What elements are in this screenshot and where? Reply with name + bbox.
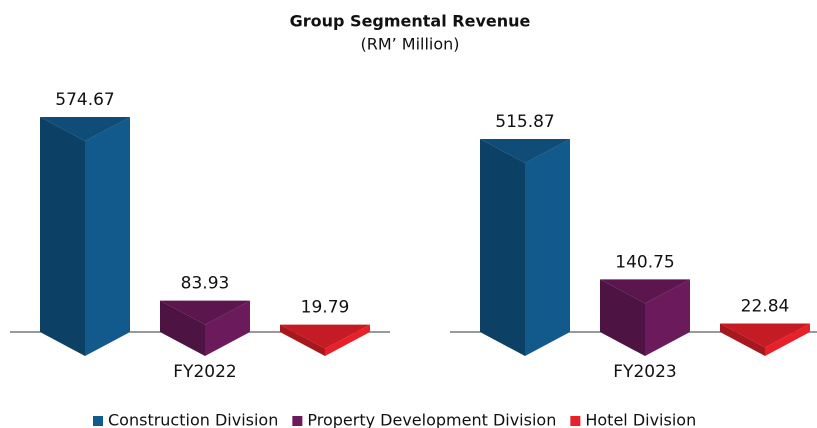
chart-title: Group Segmental Revenue xyxy=(290,12,531,31)
legend-swatch xyxy=(292,416,303,426)
category-label: FY2023 xyxy=(613,362,676,382)
bar-top-face xyxy=(280,324,370,349)
bar-right-face xyxy=(525,138,570,356)
value-label: 140.75 xyxy=(615,252,674,272)
bar-top-face xyxy=(600,279,690,304)
bar-left-face xyxy=(40,117,85,356)
bar-right-face xyxy=(205,300,250,356)
bar xyxy=(480,138,570,356)
bar xyxy=(280,324,370,356)
bar-left-face xyxy=(600,279,645,356)
legend-label: Construction Division xyxy=(108,411,278,428)
bar-left-face xyxy=(160,300,205,356)
bar xyxy=(720,323,810,356)
bar-right-face xyxy=(765,323,810,356)
value-label: 22.84 xyxy=(741,296,790,316)
chart-subtitle: (RM’ Million) xyxy=(360,35,459,54)
bar xyxy=(40,117,130,356)
value-label: 515.87 xyxy=(495,112,554,132)
value-label: 83.93 xyxy=(181,274,230,294)
bar-top-face xyxy=(720,323,810,348)
bar-left-face xyxy=(280,324,325,356)
value-label: 574.67 xyxy=(55,90,114,110)
category-label: FY2022 xyxy=(173,362,236,382)
legend-label: Hotel Division xyxy=(585,411,696,428)
bar xyxy=(160,300,250,356)
bar-right-face xyxy=(85,117,130,356)
bar-left-face xyxy=(720,323,765,356)
legend-swatch xyxy=(93,416,103,426)
legend-label: Property Development Division xyxy=(307,411,556,428)
bar-top-face xyxy=(40,117,130,141)
bar-left-face xyxy=(480,138,525,356)
bar-top-face xyxy=(160,300,250,325)
legend-swatch xyxy=(570,416,581,426)
bar-top-face xyxy=(480,138,570,163)
bar-right-face xyxy=(645,279,690,356)
bar xyxy=(600,279,690,356)
value-label: 19.79 xyxy=(301,298,350,318)
bar-right-face xyxy=(325,324,370,356)
